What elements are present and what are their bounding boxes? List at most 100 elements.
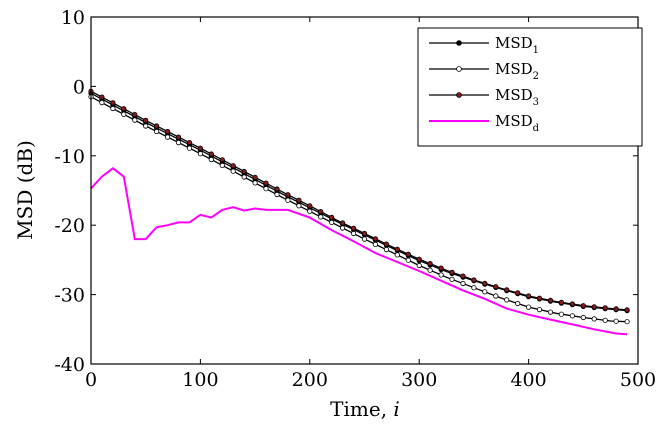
x-tick-label: 200 [292,369,328,391]
legend-box [417,27,643,147]
series-point-msd-3 [285,192,291,198]
series-point-msd-2 [460,280,466,287]
series-point-msd-3 [449,269,455,275]
series-point-msd-3 [580,303,586,309]
series-point-msd-2 [274,191,280,198]
legend: MSD1 MSD2 MSD3 MSDd [417,27,643,147]
series-point-msd-2 [252,180,258,186]
series-point-msd-2 [99,100,105,106]
series-point-msd-2 [219,162,225,168]
series-point-msd-3 [405,251,411,257]
series-point-msd-3 [307,203,313,209]
series-point-msd-3 [175,134,182,140]
y-tick-label: -10 [54,146,85,168]
series-point-msd-3 [525,293,532,299]
series-point-msd-3 [493,284,499,290]
series-point-msd-2 [427,267,433,273]
series-point-msd-2 [394,252,400,258]
x-axis-title: Time, i [330,397,400,421]
series-point-msd-2 [558,311,565,317]
series-point-msd-3 [121,106,127,112]
y-tick-label: -40 [54,354,85,376]
series-point-msd-2 [230,168,236,174]
series-point-msd-2 [110,105,116,112]
series-point-msd-2 [296,203,302,209]
legend-marker-1 [456,40,462,46]
series-point-msd-2 [525,304,532,310]
series-point-msd-2 [175,140,182,146]
series-point-msd-3 [99,94,105,100]
legend-label-1: MSD1 [495,34,539,56]
series-point-msd-3 [350,225,357,231]
series-point-msd-3 [241,168,247,175]
series-point-msd-2 [547,309,554,315]
series-point-msd-3 [143,117,149,124]
legend-label-3: MSD3 [495,86,539,108]
x-tick-label: 500 [620,369,656,391]
series-point-msd-2 [241,174,247,180]
series-point-msd-3 [602,305,608,311]
series-point-msd-3 [624,307,630,313]
x-tick-label: 400 [510,369,546,391]
series-point-msd-2 [624,319,630,325]
series-point-msd-2 [405,257,411,263]
series-point-msd-3 [536,295,543,301]
series-point-msd-3 [186,140,193,146]
series-point-msd-3 [460,273,466,279]
series-point-msd-2 [285,197,291,203]
series-point-msd-2 [383,247,389,253]
series-point-msd-2 [121,111,127,117]
plot-frame [90,16,639,365]
series-point-msd-3 [329,214,335,220]
series-line-msd-d [90,167,628,336]
series-point-msd-2 [449,276,455,282]
series-point-msd-2 [339,225,346,231]
series-point-msd-2 [416,262,422,269]
series-point-msd-3 [471,277,477,283]
series-point-msd-3 [438,265,444,271]
series-point-msd-3 [318,209,324,215]
plot-lines [88,88,630,336]
series-point-msd-2 [329,219,335,225]
series-point-msd-3 [110,100,116,106]
series-point-msd-3 [230,163,236,169]
x-tick-label: 0 [85,369,97,391]
series-point-msd-3 [558,299,565,305]
series-point-msd-3 [154,123,160,129]
series-point-msd-2 [591,316,597,322]
series-point-msd-2 [143,123,149,129]
series-point-msd-3 [339,220,346,226]
series-point-msd-2 [482,289,488,295]
series-point-msd-3 [504,287,510,293]
series-point-msd-3 [208,151,214,157]
x-tick-label: 100 [182,369,218,391]
series-point-msd-3 [165,128,171,135]
legend-label-d: MSDd [495,112,540,134]
series-point-msd-2 [208,156,214,163]
series-point-msd-3 [361,230,368,237]
series-point-msd-2 [536,306,543,313]
series-point-msd-3 [132,112,138,118]
series-point-msd-3 [394,246,400,252]
x-tick-label: 300 [401,369,437,391]
series-point-msd-3 [372,236,378,242]
series-point-msd-2 [307,208,313,214]
series-point-msd-2 [569,313,576,319]
series-point-msd-2 [318,214,324,220]
series-point-msd-3 [219,157,225,163]
series-point-msd-3 [591,304,597,310]
series-point-msd-3 [547,297,554,303]
series-point-msd-2 [580,314,586,321]
series-point-msd-2 [132,117,138,123]
series-point-msd-2 [471,285,477,291]
axis-ticks: 0 100 200 300 400 500 -40 -30 -20 -10 0 10 [54,7,656,391]
series-point-msd-2 [165,134,171,140]
series-point-msd-2 [350,230,357,237]
series-point-msd-3 [197,145,203,151]
legend-marker-2 [456,66,462,72]
series-point-msd-3 [263,180,269,186]
y-axis-title: MSD (dB) [13,140,37,240]
series-point-msd-3 [427,260,433,267]
series-point-msd-2 [154,128,160,135]
